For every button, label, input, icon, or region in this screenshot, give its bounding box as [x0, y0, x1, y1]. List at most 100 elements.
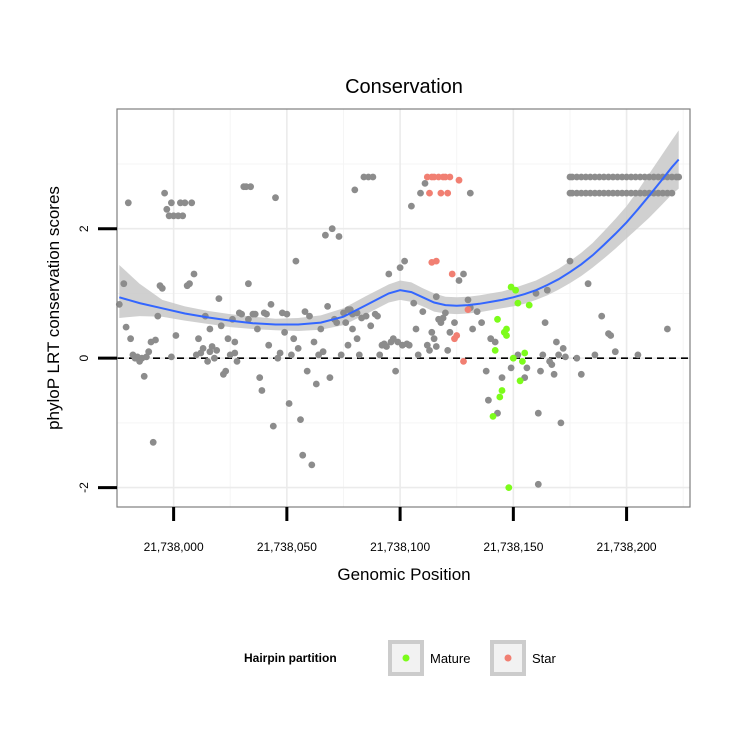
point-other: [577, 370, 585, 378]
legend-entry-star: Star: [490, 640, 557, 676]
point-other: [272, 194, 279, 202]
point-other: [152, 336, 159, 344]
grid-minor: [116, 109, 690, 507]
legend-dot-mature: [402, 654, 410, 662]
point-other: [222, 367, 230, 375]
point-mature: [509, 354, 517, 362]
point-other: [498, 374, 506, 381]
point-other: [206, 348, 214, 356]
point-other: [206, 325, 214, 333]
point-other: [344, 306, 352, 313]
point-other: [410, 299, 418, 307]
point-other: [355, 351, 363, 359]
point-other: [534, 480, 542, 488]
point-other: [258, 387, 266, 394]
point-other: [446, 328, 454, 336]
scatter-points: [115, 173, 683, 491]
point-other: [215, 295, 223, 302]
point-mature: [489, 413, 497, 420]
point-other: [238, 310, 246, 318]
point-other: [444, 347, 452, 354]
point-other: [127, 335, 134, 343]
panel-border: [116, 108, 691, 508]
point-other: [181, 199, 189, 207]
point-other: [353, 335, 361, 343]
point-other: [190, 270, 198, 278]
series-other: [115, 173, 683, 488]
point-other: [573, 354, 581, 362]
point-star: [455, 176, 463, 184]
point-other: [115, 301, 123, 308]
series-mature: [489, 283, 533, 491]
legend: Hairpin partition Mature Star: [244, 640, 557, 676]
point-mature: [525, 301, 533, 309]
point-other: [455, 277, 463, 284]
point-other: [149, 438, 157, 446]
legend-label-mature: Mature: [430, 651, 470, 666]
point-mature: [514, 299, 522, 307]
point-other: [473, 308, 481, 315]
point-other: [140, 372, 148, 380]
chart-title: Conservation: [345, 76, 463, 98]
x-tick-label: 21,738,150: [483, 540, 543, 554]
point-other: [208, 343, 216, 350]
point-other: [405, 341, 413, 349]
point-mature: [503, 332, 510, 339]
point-other: [251, 310, 259, 318]
point-other: [195, 335, 202, 343]
legend-label-star: Star: [532, 651, 557, 666]
x-axis-title: Genomic Position: [337, 565, 470, 584]
point-other: [344, 341, 352, 349]
point-other: [584, 280, 592, 288]
plot-panel: [115, 108, 691, 508]
point-other: [442, 309, 449, 317]
point-other: [469, 325, 476, 333]
point-other: [319, 348, 327, 356]
point-other: [324, 303, 331, 310]
point-mature: [503, 325, 510, 333]
point-other: [537, 367, 544, 375]
point-other: [322, 231, 329, 239]
point-other: [523, 364, 531, 372]
point-other: [548, 361, 556, 368]
point-other: [543, 286, 551, 294]
point-other: [430, 335, 438, 343]
point-mature: [505, 484, 513, 491]
point-star: [453, 332, 461, 339]
point-other: [168, 199, 175, 207]
point-other: [306, 312, 313, 320]
point-other: [562, 353, 569, 361]
point-other: [326, 374, 334, 381]
point-mature: [491, 347, 499, 354]
point-mature: [494, 315, 501, 323]
point-other: [460, 270, 467, 278]
point-other: [675, 173, 683, 181]
point-other: [668, 189, 676, 197]
point-other: [328, 225, 336, 233]
point-star: [448, 270, 456, 278]
point-other: [419, 308, 427, 315]
point-other: [534, 409, 542, 417]
point-other: [204, 358, 212, 365]
point-other: [396, 264, 404, 271]
point-other: [478, 319, 485, 326]
point-other: [294, 345, 302, 352]
point-other: [179, 212, 187, 220]
point-other: [256, 374, 264, 381]
point-other: [233, 358, 241, 365]
point-other: [224, 335, 232, 343]
point-other: [283, 310, 291, 318]
point-other: [231, 338, 239, 346]
point-other: [362, 312, 370, 320]
point-other: [634, 351, 642, 359]
point-other: [539, 351, 547, 359]
point-other: [598, 312, 606, 320]
point-other: [376, 351, 384, 359]
smooth-confidence-ribbon: [119, 130, 679, 331]
point-other: [276, 349, 284, 357]
point-other: [369, 173, 377, 181]
series-star: [423, 173, 472, 365]
point-other: [482, 367, 490, 375]
point-other: [559, 345, 567, 352]
